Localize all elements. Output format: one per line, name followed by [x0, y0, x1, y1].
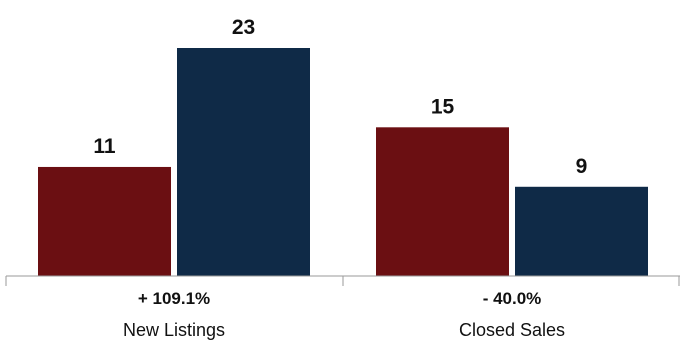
change-label-new-listings: + 109.1%: [138, 289, 210, 308]
value-labels-layer: 11 23 15 9: [93, 16, 587, 178]
value-label-closed-sales-series-1: 15: [431, 95, 455, 118]
x-axis-ticks: [5, 276, 680, 286]
change-label-closed-sales: - 40.0%: [483, 289, 542, 308]
category-labels-layer: + 109.1% New Listings - 40.0% Closed Sales: [123, 289, 565, 340]
bars-layer: [38, 48, 648, 276]
category-label-new-listings: New Listings: [123, 320, 225, 340]
category-label-closed-sales: Closed Sales: [459, 320, 565, 340]
bar-new-listings-series-1: [38, 166, 171, 276]
bar-closed-sales-series-1: [376, 127, 509, 276]
bar-closed-sales-series-2: [515, 186, 648, 276]
value-label-closed-sales-series-2: 9: [576, 155, 588, 178]
value-label-new-listings-series-2: 23: [232, 16, 255, 39]
bar-new-listings-series-2: [177, 48, 310, 276]
value-label-new-listings-series-1: 11: [93, 135, 116, 158]
